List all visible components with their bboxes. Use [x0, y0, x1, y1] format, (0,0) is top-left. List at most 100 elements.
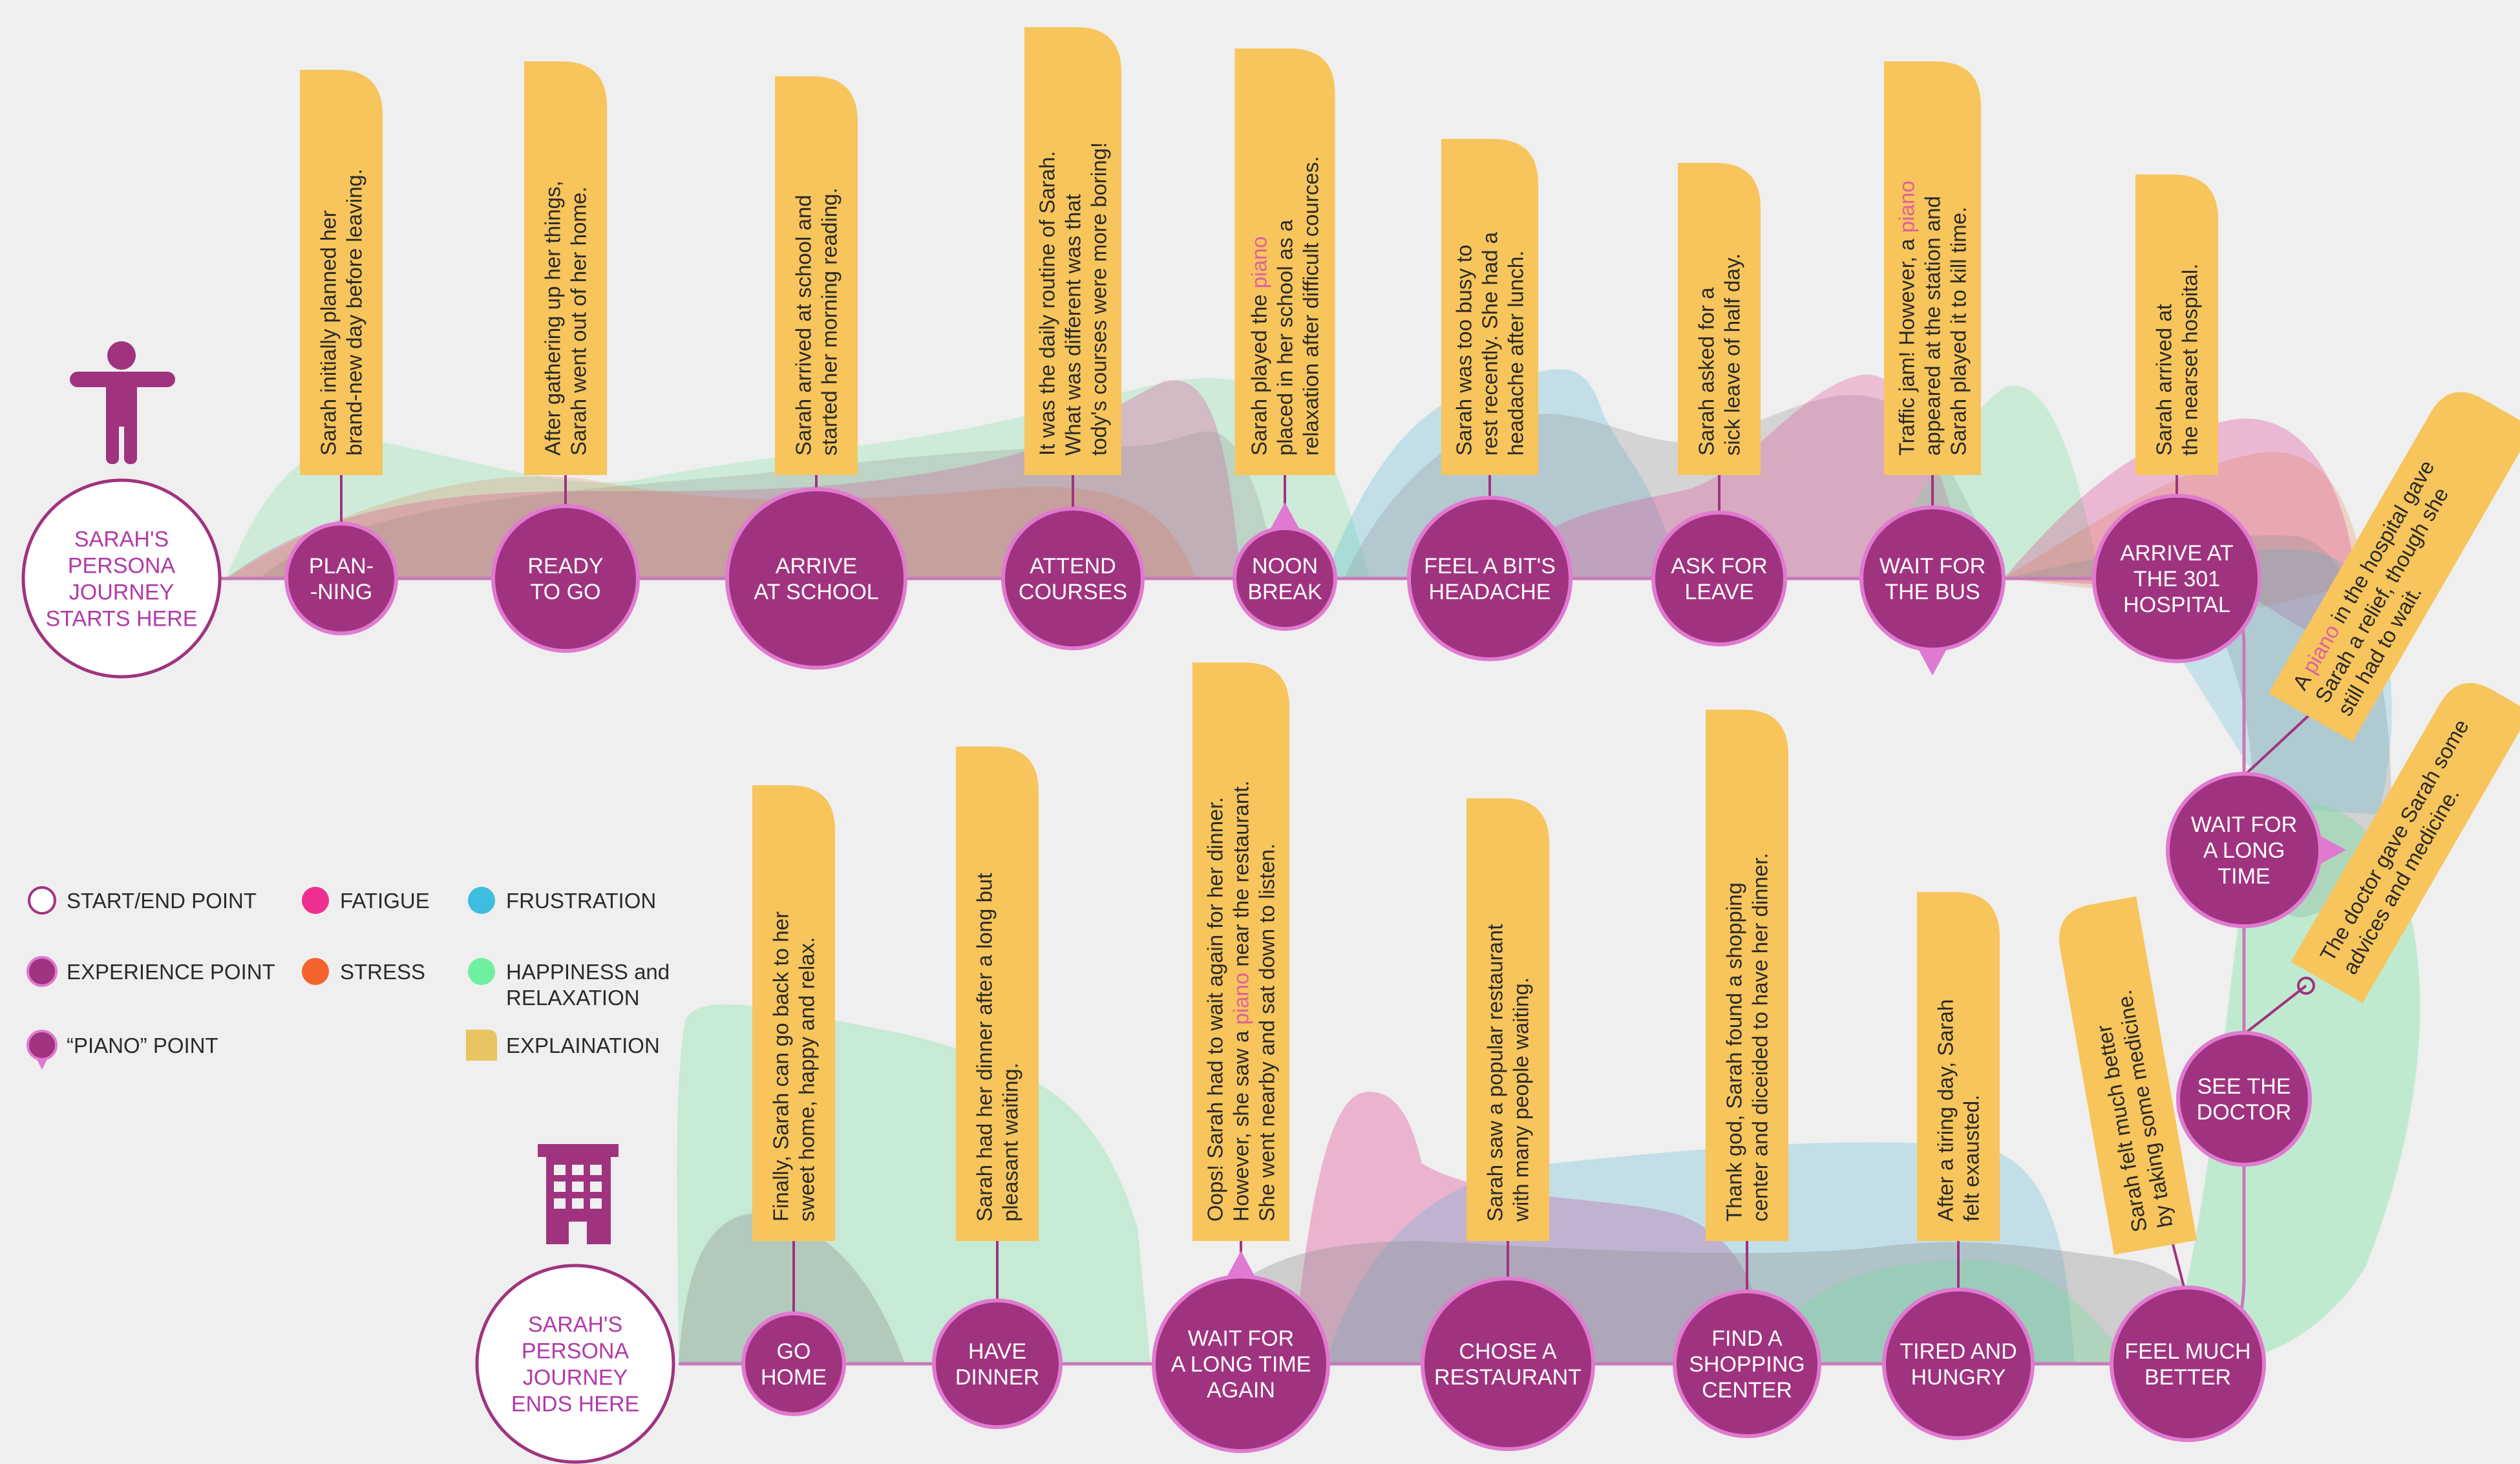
node-label: CHOSE A RESTAURANT — [1434, 1339, 1582, 1390]
node-label-line: SEE THE — [2197, 1074, 2291, 1099]
start-label: SARAH'S PERSONA JOURNEY STARTS HERE — [46, 527, 198, 631]
node-label-line: -NING — [310, 580, 372, 604]
experience-point[interactable]: FIND A SHOPPING CENTER — [1673, 1289, 1821, 1438]
fatigue-area-mid — [1487, 374, 1971, 578]
note-text: Sarah asked for asick leave of half day. — [1695, 253, 1744, 456]
note-text: After a tiring day, Sarahfelt exausted. — [1934, 999, 1984, 1222]
explanation-note: Traffic jam! However, a pianoappeared at… — [1884, 61, 1981, 475]
note-text-line: Sarah saw a popular restaurant — [1483, 924, 1507, 1222]
node-label: PLAN--NING — [309, 554, 374, 604]
note-text: Sarah played the pianoplaced in her scho… — [1247, 156, 1323, 456]
explanation-note: Sarah played the pianoplaced in her scho… — [1234, 48, 1335, 475]
experience-point[interactable]: ARRIVE AT SCHOOL — [725, 487, 907, 670]
note-icon — [466, 1030, 497, 1061]
node-label: HAVE DINNER — [955, 1339, 1039, 1390]
journey-start: SARAH'S PERSONA JOURNEY STARTS HERE — [21, 478, 222, 679]
note-text-line: with many people waiting. — [1509, 977, 1533, 1222]
explanation-note: Sarah had her dinner after a long butple… — [956, 747, 1039, 1241]
experience-point[interactable]: WAIT FOR THE BUS — [1859, 505, 2006, 675]
node-label-line: FEEL MUCH — [2124, 1339, 2250, 1364]
note-text-line: appeared at the station and — [1921, 196, 1945, 456]
end-label: SARAH'S PERSONA JOURNEY ENDS HERE — [511, 1313, 639, 1417]
experience-point[interactable]: NOON BREAK — [1233, 502, 1337, 631]
building-icon — [538, 1144, 619, 1244]
node-label: NOON BREAK — [1247, 554, 1322, 604]
note-text-line: She went nearby and sat down to listen. — [1255, 843, 1279, 1222]
node-label-line: HOSPITAL — [2123, 593, 2230, 617]
experience-point[interactable]: GO HOME — [741, 1311, 846, 1416]
node-label-line: DOCTOR — [2197, 1100, 2292, 1125]
experience-point[interactable]: CHOSE A RESTAURANT — [1421, 1277, 1595, 1451]
note-text-line: tody's courses were more boring! — [1087, 142, 1111, 456]
node-label: ATTEND COURSES — [1019, 554, 1127, 604]
start-label-line: JOURNEY — [69, 580, 174, 605]
note-text: Traffic jam! However, a pianoappeared at… — [1895, 180, 1971, 456]
node-label-line: WAIT FOR — [2191, 812, 2297, 837]
piano-pin — [2315, 833, 2346, 867]
note-text-line: Sarah had her dinner after a long but — [973, 873, 997, 1222]
node-label: FEEL MUCH BETTER — [2124, 1339, 2250, 1390]
experience-point[interactable]: WAIT FOR A LONG TIME AGAIN — [1152, 1251, 1330, 1453]
experience-point[interactable]: READY TO GO — [491, 504, 640, 653]
note-text-line: started her morning reading. — [818, 187, 842, 456]
note-text-line: sick leave of half day. — [1721, 253, 1744, 456]
legend-label: EXPERIENCE POINT — [67, 960, 275, 984]
note-text: Sarah had her dinner after a long butple… — [973, 873, 1022, 1222]
node-label: SEE THE DOCTOR — [2197, 1074, 2292, 1125]
node-label-line: AGAIN — [1207, 1378, 1275, 1403]
experience-point[interactable]: PLAN--NING — [284, 522, 398, 635]
experience-point[interactable]: ATTEND COURSES — [1001, 507, 1145, 650]
node-label: WAIT FOR THE BUS — [1879, 554, 1985, 604]
node-label-line: CHOSE A — [1459, 1339, 1556, 1364]
node-label: FIND A SHOPPING CENTER — [1689, 1326, 1805, 1403]
note-text: It was the daily routine of Sarah.What w… — [1035, 142, 1111, 456]
experience-point[interactable]: HAVE DINNER — [932, 1299, 1063, 1429]
node-label-line: AT SCHOOL — [754, 580, 878, 604]
node-label-line: HOME — [761, 1365, 827, 1390]
legend-label: STRESS — [340, 960, 425, 984]
note-text-line: placed in her school as a — [1273, 219, 1297, 456]
end-label-line: SARAH'S — [528, 1313, 622, 1337]
experience-point[interactable]: WAIT FOR A LONG TIME — [2166, 772, 2346, 928]
experience-point[interactable]: ARRIVE AT THE 301 HOSPITAL — [2092, 494, 2261, 663]
legend-label: FRUSTRATION — [506, 889, 656, 913]
node-label-line: READY — [527, 554, 603, 578]
node-label: TIRED AND HUNGRY — [1900, 1339, 2017, 1390]
explanation-note: Oops! Sarah had to wait again for her di… — [1192, 663, 1289, 1241]
legend-label: START/END POINT — [67, 889, 257, 913]
note-text-line: Thank god, Sarah found a shopping — [1722, 882, 1746, 1222]
legend-item: FRUSTRATION — [468, 887, 656, 914]
note-text-line: After a tiring day, Sarah — [1934, 999, 1958, 1222]
legend-label: EXPLAINATION — [506, 1034, 660, 1057]
note-text: After gathering up her things,Sarah went… — [541, 180, 591, 456]
explanation-note: Sarah arrived atthe nearset hospital. — [2135, 175, 2218, 475]
experience-point[interactable]: FEEL MUCH BETTER — [2110, 1286, 2266, 1442]
node-label-line: RESTAURANT — [1434, 1365, 1582, 1390]
experience-point[interactable]: ASK FOR LEAVE — [1651, 511, 1787, 646]
piano-pin — [1224, 1251, 1258, 1282]
node-label: READY TO GO — [527, 554, 603, 604]
node-label-line: FIND A — [1711, 1326, 1783, 1351]
explanation-notes: Sarah initially planned herbrand-new day… — [300, 27, 2520, 1313]
experience-point[interactable]: TIRED AND HUNGRY — [1882, 1288, 2035, 1440]
end-label-line: PERSONA — [522, 1339, 630, 1364]
node-label-line: TIRED AND — [1900, 1339, 2017, 1364]
node-label: GO HOME — [761, 1339, 827, 1390]
note-text-line: Traffic jam! However, a piano — [1895, 180, 1919, 456]
note-text-line: Sarah arrived at school and — [792, 195, 816, 456]
note-text: Sarah was too busy torest recently. She … — [1452, 231, 1528, 456]
node-label-line: LEAVE — [1684, 580, 1753, 604]
note-text-line: Oops! Sarah had to wait again for her di… — [1203, 797, 1227, 1222]
node-label-line: COURSES — [1019, 580, 1127, 604]
highlight-word: piano — [1229, 973, 1253, 1025]
node-label-line: THE BUS — [1885, 580, 1980, 604]
note-text-line: Sarah played the piano — [1247, 237, 1271, 456]
experience-point[interactable]: FEEL A BIT'S HEADACHE — [1407, 496, 1572, 661]
note-text: Oops! Sarah had to wait again for her di… — [1203, 781, 1279, 1222]
legend-item: “PIANO” POINT — [26, 1030, 218, 1070]
explanation-note: After gathering up her things,Sarah went… — [524, 61, 607, 475]
experience-point[interactable]: SEE THE DOCTOR — [2176, 1031, 2312, 1167]
